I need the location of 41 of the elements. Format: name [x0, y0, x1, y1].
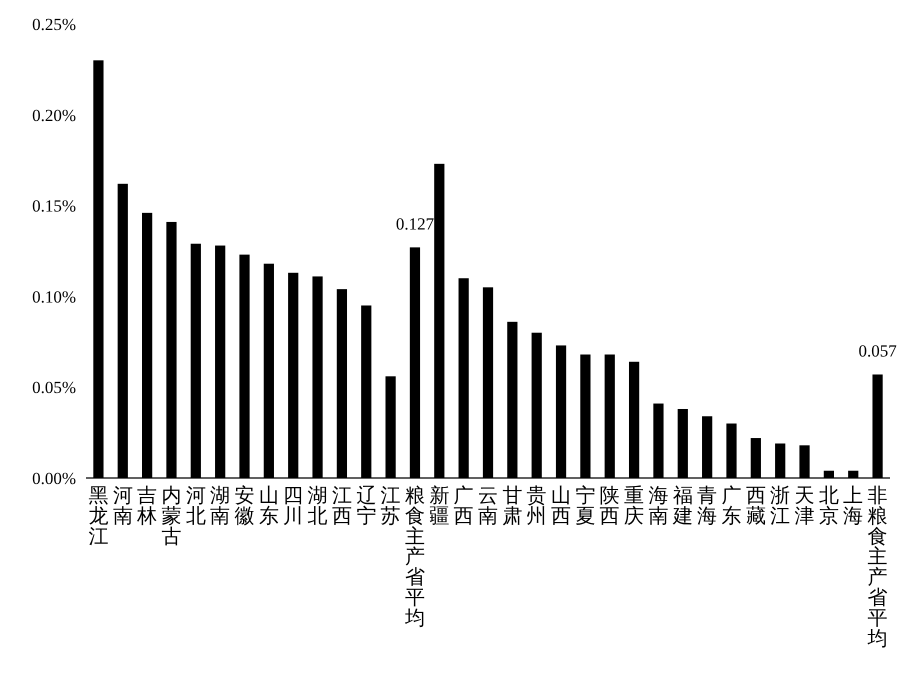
data-label: 0.057 — [858, 341, 898, 360]
x-tick-label: 贵州 — [526, 483, 547, 528]
x-tick-label: 海南 — [648, 483, 668, 528]
y-tick-label: 0.20% — [32, 106, 76, 125]
y-tick-label: 0.25% — [32, 14, 76, 34]
x-tick-label: 山东 — [258, 483, 279, 528]
data-label: 0.127 — [396, 214, 435, 234]
x-tick-label: 江西 — [332, 483, 352, 528]
x-tick-label: 青海 — [697, 483, 718, 528]
x-tick-label: 云南 — [478, 483, 498, 528]
x-tick-label: 河北 — [186, 483, 206, 528]
x-tick-label: 粮食主产省平均 — [404, 483, 425, 630]
x-tick-label: 新疆 — [429, 483, 450, 528]
x-tick-label: 四川 — [283, 483, 304, 528]
x-tick-label: 山西 — [551, 483, 572, 528]
x-tick-label: 河南 — [112, 483, 133, 528]
x-tick-label: 江苏 — [380, 483, 401, 528]
x-tick-label: 陕西 — [600, 483, 620, 528]
x-tick-label: 甘肃 — [502, 483, 522, 528]
x-tick-label: 辽宁 — [356, 483, 376, 528]
x-tick-label: 宁夏 — [575, 483, 596, 528]
x-tick-label: 天津 — [794, 483, 815, 528]
x-tick-label: 湖北 — [308, 483, 328, 528]
x-tick-label: 广西 — [454, 483, 474, 528]
x-tick-label: 内蒙古 — [161, 483, 182, 548]
y-tick-label: 0.00% — [32, 468, 76, 488]
x-tick-label: 重庆 — [624, 483, 644, 528]
x-tick-label: 上海 — [843, 483, 864, 528]
x-tick-label: 广东 — [721, 483, 742, 528]
x-tick-label: 北京 — [818, 483, 839, 528]
x-tick-label: 吉林 — [136, 483, 158, 528]
x-tick-label: 浙江 — [770, 483, 790, 528]
x-tick-label: 黑龙江 — [88, 483, 108, 548]
y-tick-label: 0.15% — [32, 196, 76, 216]
y-tick-label: 0.10% — [32, 287, 76, 306]
y-tick-label: 0.05% — [32, 378, 76, 398]
x-tick-label: 西藏 — [746, 483, 766, 528]
x-tick-label: 非粮食主产省平均 — [866, 483, 888, 650]
x-tick-label: 湖南 — [210, 483, 230, 528]
x-tick-label: 福建 — [672, 483, 693, 528]
x-tick-label: 安徽 — [234, 483, 255, 528]
